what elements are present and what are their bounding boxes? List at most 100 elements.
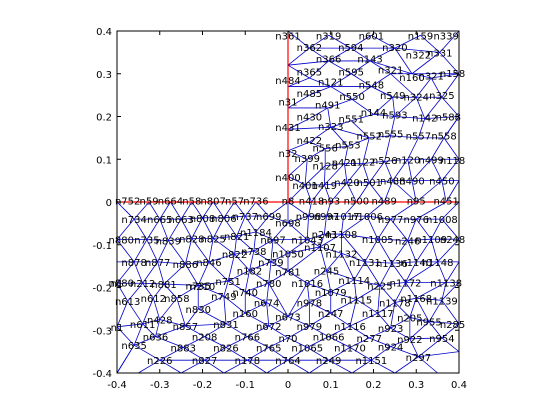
- y-tick-label: -0.2: [92, 284, 112, 295]
- mesh-edge: [183, 347, 205, 361]
- mesh-edge: [249, 270, 269, 284]
- node-label: n858: [164, 294, 189, 305]
- mesh-edge: [325, 146, 348, 149]
- mesh-edge: [330, 73, 352, 87]
- node-label: n489: [371, 197, 396, 208]
- node-label: n924: [378, 342, 403, 353]
- mesh-edge: [225, 347, 248, 361]
- mesh-edge: [223, 359, 248, 374]
- node-label: n212: [130, 279, 155, 290]
- node-label: n526: [372, 156, 397, 167]
- mesh-edge: [424, 116, 460, 120]
- node-label: n401: [292, 181, 317, 192]
- mesh-edge: [236, 215, 246, 237]
- mesh-edge: [326, 253, 342, 271]
- mesh-edge: [409, 321, 430, 340]
- mesh-edge: [116, 345, 135, 374]
- crack-line: [117, 31, 459, 203]
- mesh-edge: [429, 321, 460, 325]
- mesh-edge: [307, 233, 325, 241]
- node-label: n922: [397, 335, 422, 346]
- mesh-edge: [180, 218, 193, 239]
- mesh-edge: [441, 96, 460, 117]
- mesh-edge: [353, 279, 357, 300]
- y-tick-label: 0.1: [96, 155, 112, 166]
- mesh-edge: [362, 163, 370, 183]
- node-label: n485: [297, 89, 322, 100]
- mesh-edge: [441, 159, 460, 181]
- node-label: n557: [406, 132, 431, 143]
- node-label: n323: [318, 122, 343, 133]
- node-label: n1006: [351, 212, 383, 223]
- mesh-edge: [351, 359, 372, 374]
- mesh-edge: [441, 323, 460, 339]
- mesh-edge: [133, 201, 150, 220]
- mesh-edge: [287, 30, 310, 49]
- node-label: n210: [190, 282, 215, 293]
- mesh-edge: [306, 216, 309, 240]
- axis-ticks: -0.4 -0.3 -0.2 -0.1 0 0.1 0.2 0.3 0.4 -0.4 -0.3 -0.…: [92, 27, 466, 391]
- mesh-edge: [330, 120, 352, 128]
- mesh-edge: [287, 359, 310, 374]
- node-label: n550: [339, 92, 364, 103]
- node-label: n1138: [430, 278, 462, 289]
- node-label: n58: [182, 197, 201, 208]
- mesh-edge: [407, 159, 413, 181]
- node-label: n121: [318, 77, 343, 88]
- mesh-edge: [185, 263, 199, 286]
- node-label: n977: [378, 215, 403, 226]
- node-label: n736: [243, 197, 268, 208]
- node-label: n160: [399, 73, 424, 84]
- x-tick-label: -0.4: [107, 380, 127, 391]
- mesh-edge: [350, 34, 372, 49]
- mesh-edge: [323, 184, 332, 203]
- mesh-edge: [287, 141, 310, 152]
- node-label: n324: [404, 92, 429, 103]
- mesh-edge: [394, 116, 425, 120]
- node-label: n881: [151, 280, 176, 291]
- node-label: n923: [378, 324, 403, 335]
- mesh-edge: [191, 201, 203, 219]
- mesh-edge: [287, 64, 310, 79]
- mesh-edge: [369, 337, 391, 347]
- node-label: n159: [408, 31, 433, 42]
- node-label: n749: [211, 292, 236, 303]
- node-label: n880: [109, 236, 134, 247]
- node-label: n430: [297, 113, 322, 124]
- node-label: n611: [130, 320, 155, 331]
- node-label: n878: [121, 258, 146, 269]
- node-label: n765: [256, 343, 281, 354]
- node-label: n997: [314, 212, 339, 223]
- mesh-edge: [392, 97, 396, 117]
- node-label: n828: [179, 234, 204, 245]
- node-label: n451: [433, 197, 458, 208]
- node-label: n826: [213, 343, 238, 354]
- node-label: n673: [275, 313, 300, 324]
- mesh-edge: [234, 236, 238, 255]
- node-label: n325: [429, 91, 454, 102]
- mesh-edge: [346, 182, 357, 203]
- node-label: n1140: [400, 258, 432, 269]
- node-label: n1117: [362, 309, 394, 320]
- mesh-edge: [341, 233, 366, 263]
- mesh-edge: [364, 238, 379, 263]
- node-label: n122: [350, 157, 375, 168]
- mesh-edge: [319, 246, 327, 271]
- node-label: n1017: [328, 212, 360, 223]
- mesh-edge: [415, 297, 430, 322]
- mesh-edge: [176, 285, 199, 299]
- mesh-edge: [356, 299, 378, 314]
- mesh-edge: [443, 137, 460, 160]
- node-label: n57: [225, 197, 244, 208]
- mesh-edge: [351, 73, 372, 87]
- mesh-edge: [245, 282, 269, 293]
- node-label: n548: [359, 80, 384, 91]
- node-label: n488: [380, 177, 405, 188]
- node-label: n979: [297, 322, 322, 333]
- node-label: n143: [357, 54, 382, 65]
- node-label: n886: [173, 260, 198, 271]
- mesh-edge: [390, 135, 419, 139]
- node-label: n697: [260, 236, 285, 247]
- mesh-edge: [377, 302, 396, 314]
